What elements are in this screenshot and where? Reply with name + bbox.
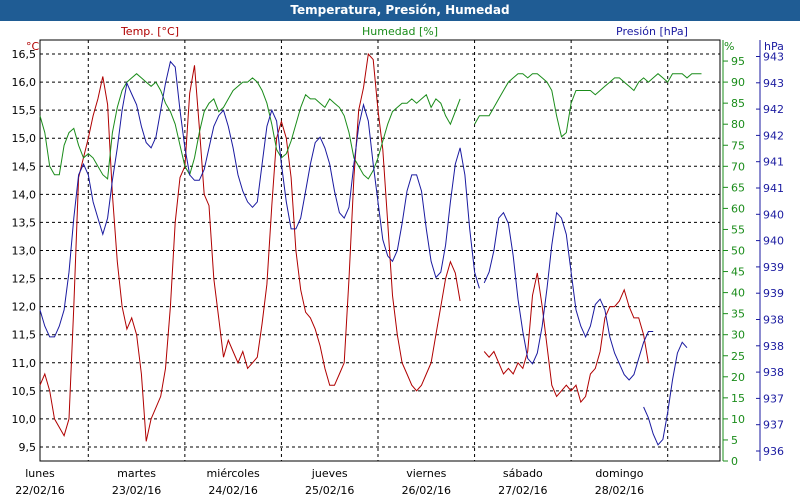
pressure-tick-label: 942 xyxy=(763,129,784,142)
pressure-tick-label: 943 xyxy=(763,77,784,90)
humidity-tick-label: 85 xyxy=(731,97,745,110)
temp-tick-label: 11,5 xyxy=(12,329,37,342)
day-name-label: viernes xyxy=(406,467,446,480)
humidity-series-line xyxy=(474,73,702,138)
humidity-tick-label: 80 xyxy=(731,118,745,131)
temp-tick-label: 12,5 xyxy=(12,273,37,286)
humidity-tick-label: 50 xyxy=(731,245,745,258)
humidity-tick-label: 20 xyxy=(731,371,745,384)
pressure-tick-label: 941 xyxy=(763,182,784,195)
pressure-tick-label: 940 xyxy=(763,208,784,221)
temp-axis-title: Temp. [°C] xyxy=(120,25,179,38)
day-date-label: 26/02/16 xyxy=(402,484,451,497)
pressure-tick-label: 940 xyxy=(763,235,784,248)
temp-tick-label: 14,0 xyxy=(12,188,37,201)
pressure-series-line xyxy=(483,211,654,381)
pressure-tick-label: 936 xyxy=(763,445,784,458)
chart-title: Temperatura, Presión, Humedad xyxy=(0,0,800,21)
temp-tick-label: 12,0 xyxy=(12,301,37,314)
pressure-tick-label: 938 xyxy=(763,366,784,379)
humidity-unit-label: % xyxy=(724,40,734,53)
humidity-tick-label: 5 xyxy=(731,434,738,447)
temperature-series-line xyxy=(39,52,461,442)
humidity-tick-label: 35 xyxy=(731,308,745,321)
humidity-tick-label: 45 xyxy=(731,266,745,279)
humidity-tick-label: 10 xyxy=(731,413,745,426)
day-name-label: miércoles xyxy=(207,467,260,480)
day-date-label: 23/02/16 xyxy=(112,484,161,497)
temp-unit-label: °C xyxy=(26,40,40,53)
pressure-series-line xyxy=(643,341,688,446)
humidity-tick-label: 30 xyxy=(731,329,745,342)
day-date-label: 22/02/16 xyxy=(15,484,64,497)
day-date-label: 24/02/16 xyxy=(208,484,257,497)
temp-tick-label: 10,5 xyxy=(12,385,37,398)
pressure-tick-label: 937 xyxy=(763,392,784,405)
pressure-tick-label: 939 xyxy=(763,261,784,274)
humidity-tick-label: 95 xyxy=(731,55,745,68)
humidity-tick-label: 0 xyxy=(731,455,738,468)
humidity-tick-label: 60 xyxy=(731,202,745,215)
temp-tick-label: 13,5 xyxy=(12,216,37,229)
humidity-tick-label: 15 xyxy=(731,392,745,405)
humidity-tick-label: 70 xyxy=(731,160,745,173)
temp-tick-label: 16,0 xyxy=(12,76,37,89)
day-date-label: 27/02/16 xyxy=(498,484,547,497)
temp-tick-label: 10,0 xyxy=(12,413,37,426)
pressure-unit-label: hPa xyxy=(764,40,784,53)
day-name-label: sábado xyxy=(503,467,543,480)
humidity-tick-label: 75 xyxy=(731,139,745,152)
day-name-label: jueves xyxy=(311,467,348,480)
pressure-tick-label: 937 xyxy=(763,419,784,432)
pressure-tick-label: 938 xyxy=(763,340,784,353)
humidity-tick-label: 55 xyxy=(731,223,745,236)
pressure-tick-label: 938 xyxy=(763,314,784,327)
humidity-tick-label: 90 xyxy=(731,76,745,89)
day-date-label: 28/02/16 xyxy=(595,484,644,497)
day-name-label: domingo xyxy=(595,467,643,480)
humidity-tick-label: 40 xyxy=(731,287,745,300)
humidity-series-line xyxy=(39,73,461,180)
temp-tick-label: 11,0 xyxy=(12,357,37,370)
day-date-label: 25/02/16 xyxy=(305,484,354,497)
temp-tick-label: 15,5 xyxy=(12,104,37,117)
pressure-tick-label: 941 xyxy=(763,156,784,169)
day-name-label: martes xyxy=(117,467,156,480)
temp-tick-label: 16,5 xyxy=(12,48,37,61)
day-name-label: lunes xyxy=(25,467,55,480)
humidity-axis-title: Humedad [%] xyxy=(362,25,438,38)
pressure-series-line xyxy=(39,60,480,338)
humidity-tick-label: 65 xyxy=(731,181,745,194)
temp-tick-label: 14,5 xyxy=(12,160,37,173)
pressure-axis-title: Presión [hPa] xyxy=(616,25,688,38)
pressure-tick-label: 943 xyxy=(763,51,784,64)
pressure-tick-label: 942 xyxy=(763,103,784,116)
pressure-tick-label: 939 xyxy=(763,287,784,300)
temp-tick-label: 13,0 xyxy=(12,245,37,258)
temp-tick-label: 9,5 xyxy=(19,441,37,454)
temp-tick-label: 15,0 xyxy=(12,132,37,145)
humidity-tick-label: 25 xyxy=(731,350,745,363)
temperature-series-line xyxy=(483,272,649,404)
